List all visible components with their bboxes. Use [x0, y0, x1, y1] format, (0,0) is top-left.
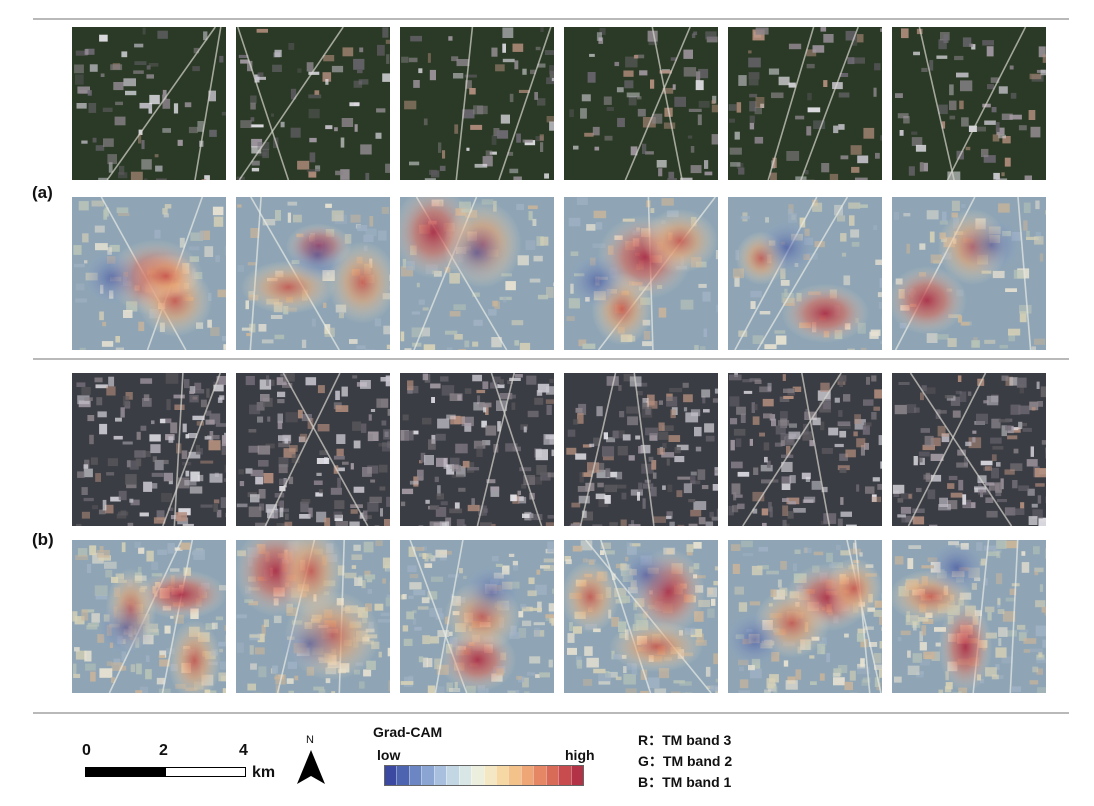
- satellite-image: [564, 373, 718, 526]
- gradcam-overlay-image: [728, 540, 882, 693]
- gradcam-overlay-image: [72, 197, 226, 350]
- colorbar-swatch: [520, 766, 534, 785]
- band-legend-r: R：TM band 3: [638, 732, 732, 748]
- gradcam-overlay-image: [728, 197, 882, 350]
- colorbar-swatch: [570, 766, 583, 785]
- gradcam-overlay-image: [236, 540, 390, 693]
- north-arrow-icon: [297, 750, 325, 784]
- satellite-image: [236, 27, 390, 180]
- scale-bar: [85, 767, 246, 777]
- colorbar-swatch: [533, 766, 546, 785]
- middle-divider: [33, 358, 1069, 360]
- satellite-image: [400, 373, 554, 526]
- satellite-image: [728, 373, 882, 526]
- north-label: N: [306, 734, 314, 746]
- scale-unit: km: [252, 764, 276, 781]
- colorbar-swatch: [421, 766, 434, 785]
- satellite-image: [236, 373, 390, 526]
- colorbar-swatch: [508, 766, 521, 785]
- colorbar-swatch: [558, 766, 571, 785]
- colorbar-swatch: [433, 766, 447, 785]
- bottom-divider: [33, 712, 1069, 714]
- colorbar-swatch: [483, 766, 496, 785]
- satellite-image: [892, 27, 1046, 180]
- satellite-image: [728, 27, 882, 180]
- band-legend-b: B：TM band 1: [638, 774, 732, 790]
- band-legend-g: G：TM band 2: [638, 753, 733, 769]
- satellite-image: [892, 373, 1046, 526]
- scale-tick-0: 0: [82, 742, 91, 759]
- colorbar-swatch: [471, 766, 484, 785]
- colorbar-swatch: [458, 766, 472, 785]
- gradcam-overlay-image: [400, 540, 554, 693]
- satellite-image: [72, 27, 226, 180]
- colorbar-swatch: [408, 766, 422, 785]
- colorbar-swatch: [495, 766, 509, 785]
- gradcam-high-label: high: [565, 747, 595, 763]
- satellite-image: [72, 373, 226, 526]
- satellite-image: [400, 27, 554, 180]
- gradcam-overlay-image: [72, 540, 226, 693]
- scale-bar-black-segment: [86, 768, 166, 776]
- scale-tick-4: 4: [239, 742, 248, 759]
- gradcam-colorbar: [384, 765, 584, 786]
- gradcam-title: Grad-CAM: [373, 724, 443, 740]
- panel-label-a: (a): [32, 183, 53, 202]
- gradcam-overlay-image: [892, 197, 1046, 350]
- scale-tick-2: 2: [159, 742, 168, 759]
- gradcam-overlay-image: [400, 197, 554, 350]
- panel-label-b: (b): [32, 530, 54, 549]
- gradcam-overlay-image: [236, 197, 390, 350]
- gradcam-overlay-image: [892, 540, 1046, 693]
- satellite-image: [564, 27, 718, 180]
- gradcam-overlay-image: [564, 540, 718, 693]
- colorbar-swatch: [385, 766, 397, 785]
- colorbar-swatch: [446, 766, 459, 785]
- gradcam-overlay-image: [564, 197, 718, 350]
- colorbar-swatch: [545, 766, 559, 785]
- gradcam-low-label: low: [377, 747, 401, 763]
- top-divider: [33, 18, 1069, 20]
- colorbar-swatch: [396, 766, 409, 785]
